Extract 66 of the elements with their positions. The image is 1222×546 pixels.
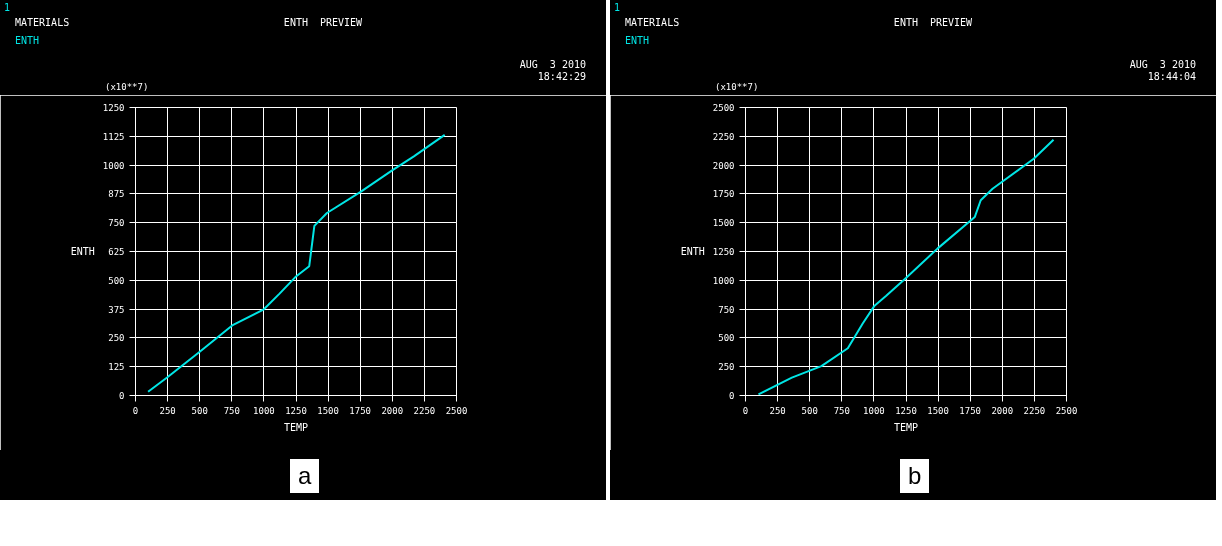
y-tick-label: 1250 — [712, 247, 735, 257]
text: AUG 3 2010 — [1129, 58, 1196, 72]
x-tick-label: 250 — [769, 405, 786, 416]
line-series — [147, 133, 446, 393]
x-tick-label: 2000 — [381, 405, 404, 416]
x-tick-label: 2500 — [445, 405, 468, 416]
x-tick-label: 1000 — [863, 405, 885, 416]
x-tick-label: 1750 — [959, 405, 982, 416]
text: AUG 3 2010 — [519, 58, 586, 72]
y-tick-label: 625 — [108, 247, 125, 257]
y-tick-label: 1000 — [712, 275, 735, 286]
x-tick-label: 2000 — [991, 405, 1014, 416]
line-series — [757, 138, 1055, 396]
x-tick-label: 2500 — [1055, 405, 1078, 416]
x-axis-title: TEMP — [283, 421, 309, 433]
chart-title: ENTH PREVIEW — [283, 16, 363, 30]
x-tick-label: 750 — [833, 405, 850, 416]
y-tick-label: 1000 — [102, 160, 125, 171]
text: (x10**7) — [715, 81, 759, 94]
text: b — [899, 458, 931, 495]
chart-title: ENTH PREVIEW — [893, 16, 973, 30]
y-tick-label: 750 — [108, 218, 125, 229]
x-tick-label: 0 — [132, 405, 139, 416]
text: 1 — [614, 1, 621, 15]
text: 1 — [4, 1, 11, 15]
x-tick-label: 750 — [223, 405, 240, 416]
legend-title: MATERIALS — [15, 16, 70, 30]
x-tick-label: 500 — [191, 405, 208, 416]
y-tick-label: 375 — [108, 304, 125, 315]
y-tick-label: 2000 — [712, 160, 735, 171]
y-tick-label: 875 — [108, 189, 125, 200]
y-axis-title: ENTH — [680, 246, 705, 257]
y-tick-label: 2500 — [712, 103, 735, 113]
y-tick-label: 0 — [119, 391, 125, 401]
x-axis-title: TEMP — [893, 421, 919, 433]
y-tick-label: 0 — [729, 391, 735, 401]
x-tick-label: 1250 — [895, 405, 917, 416]
x-tick-label: 2250 — [1023, 405, 1046, 416]
y-axis-title: ENTH — [70, 246, 95, 257]
x-tick-label: 2250 — [413, 405, 436, 416]
text: 18:44:04 — [1147, 70, 1196, 84]
y-tick-label: 125 — [108, 362, 125, 373]
y-tick-label: 750 — [718, 304, 735, 315]
x-tick-label: 1500 — [317, 405, 339, 416]
x-tick-label: 1000 — [253, 405, 275, 416]
legend-title: MATERIALS — [625, 16, 680, 30]
x-tick-label: 250 — [159, 405, 176, 416]
y-tick-label: 1250 — [102, 103, 125, 113]
text: ENTH — [625, 34, 650, 48]
text: (x10**7) — [105, 81, 149, 94]
text: 18:42:29 — [537, 70, 586, 84]
text: a — [289, 458, 321, 495]
x-tick-label: 1500 — [927, 405, 949, 416]
x-tick-label: 1750 — [349, 405, 372, 416]
x-tick-label: 1250 — [285, 405, 307, 416]
text: ENTH — [15, 34, 40, 48]
y-tick-label: 2250 — [712, 131, 735, 142]
y-tick-label: 500 — [108, 275, 125, 286]
y-tick-label: 1125 — [102, 131, 125, 142]
y-tick-label: 250 — [718, 362, 735, 373]
y-tick-label: 1750 — [712, 189, 735, 200]
y-tick-label: 1500 — [712, 218, 735, 229]
x-tick-label: 500 — [801, 405, 818, 416]
x-tick-label: 0 — [742, 405, 749, 416]
y-tick-label: 250 — [108, 333, 125, 344]
y-tick-label: 500 — [718, 333, 735, 344]
